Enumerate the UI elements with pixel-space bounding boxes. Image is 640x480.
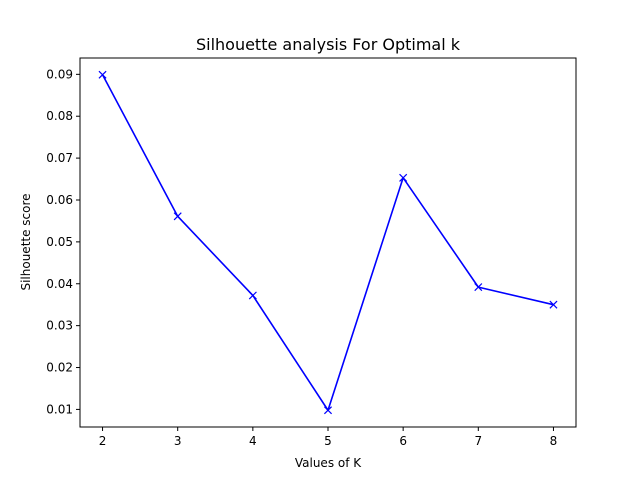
x-tick-label: 8 [550, 434, 558, 448]
y-tick-label: 0.01 [46, 402, 73, 416]
y-tick-label: 0.07 [46, 151, 73, 165]
x-tick-label: 7 [474, 434, 482, 448]
data-point-marker [399, 173, 408, 182]
chart-title: Silhouette analysis For Optimal k [196, 35, 461, 54]
x-tick-label: 5 [324, 434, 332, 448]
x-tick-label: 2 [99, 434, 107, 448]
y-tick-label: 0.09 [46, 67, 73, 81]
y-tick-label: 0.08 [46, 109, 73, 123]
x-tick-label: 3 [174, 434, 182, 448]
plot-area [98, 70, 558, 415]
x-tick-label: 4 [249, 434, 257, 448]
y-tick-label: 0.05 [46, 235, 73, 249]
y-axis-label: Silhouette score [19, 193, 33, 290]
y-tick-label: 0.03 [46, 319, 73, 333]
data-point-marker [549, 300, 558, 309]
data-point-marker [474, 283, 483, 292]
data-point-marker [248, 291, 257, 300]
data-point-marker [323, 406, 333, 415]
x-tick-label: 6 [399, 434, 407, 448]
y-tick-label: 0.06 [46, 193, 73, 207]
data-point-marker [98, 70, 107, 79]
data-point-marker [173, 212, 182, 221]
x-axis-label: Values of K [295, 456, 362, 470]
y-tick-label: 0.04 [46, 277, 73, 291]
y-tick-label: 0.02 [46, 361, 73, 375]
